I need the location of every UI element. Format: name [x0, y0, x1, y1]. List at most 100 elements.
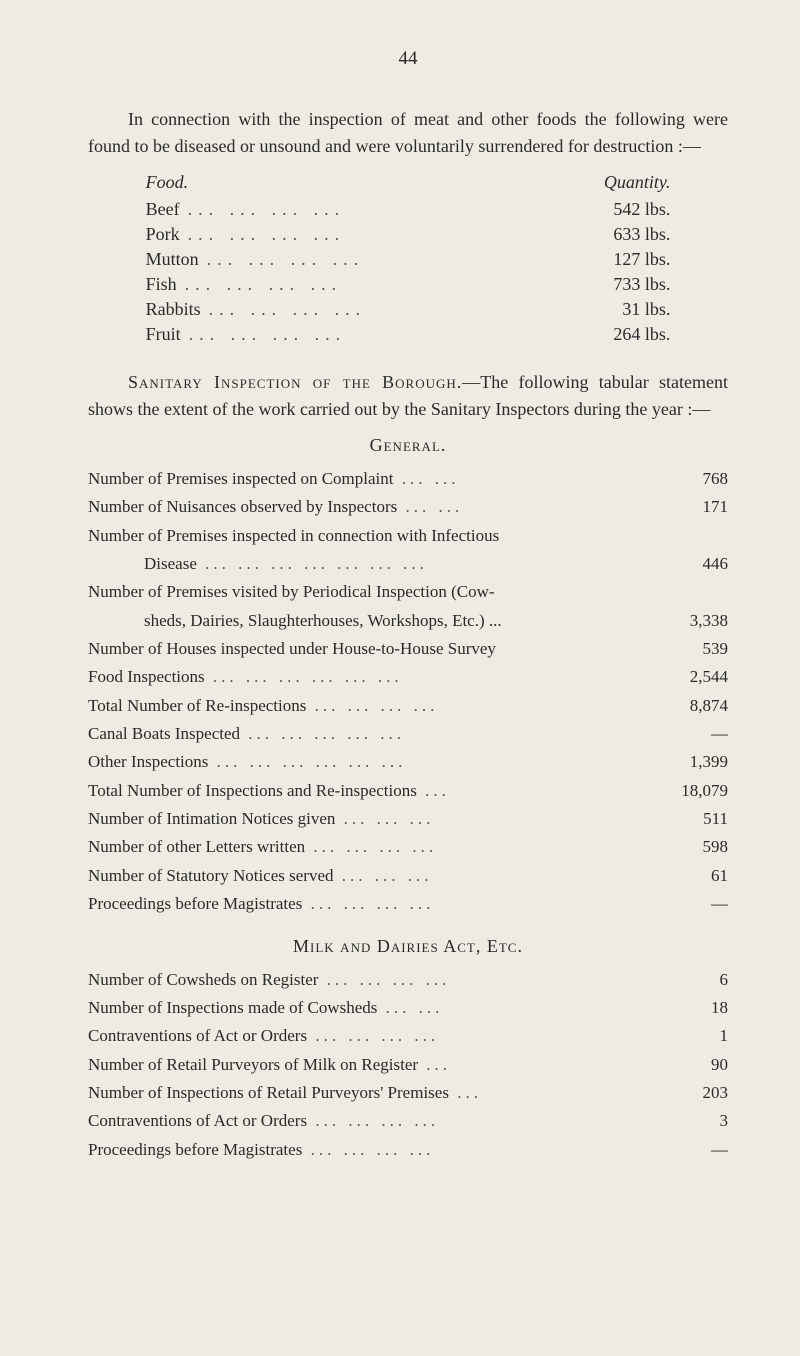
page-number: 44 [88, 48, 728, 70]
stat-trail: ... ... ... ... [306, 696, 438, 715]
food-rows-container: Beef... ... ... ...542 lbs.Pork... ... .… [146, 199, 671, 345]
food-name: Fish [146, 274, 177, 295]
stat-label: Total Number of Inspections and Re-inspe… [88, 778, 658, 804]
stat-label: Number of Houses inspected under House-t… [88, 636, 658, 662]
dots-fill: ... ... ... ... [181, 324, 571, 345]
stat-value: 203 [658, 1080, 728, 1106]
stat-row: Number of Cowsheds on Register ... ... .… [88, 967, 728, 993]
stat-trail: ... ... ... ... ... ... ... [197, 554, 428, 573]
stat-label: Contraventions of Act or Orders ... ... … [88, 1023, 658, 1049]
stat-value: 8,874 [658, 693, 728, 719]
stat-trail: ... ... ... ... [307, 1111, 439, 1130]
sanitary-lead: Sanitary Inspection of the Borough. [128, 372, 462, 392]
dots-fill: ... ... ... ... [201, 299, 571, 320]
food-name: Mutton [146, 249, 199, 270]
stat-row: Number of Retail Purveyors of Milk on Re… [88, 1052, 728, 1078]
food-row: Mutton... ... ... ...127 lbs. [146, 249, 671, 270]
stat-trail: ... ... [397, 497, 463, 516]
stat-trail: ... [417, 781, 450, 800]
food-row: Fruit... ... ... ...264 lbs. [146, 324, 671, 345]
stat-label: Food Inspections ... ... ... ... ... ... [88, 664, 658, 690]
stat-value: 3 [658, 1108, 728, 1134]
stat-row: Canal Boats Inspected ... ... ... ... ..… [88, 721, 728, 747]
stat-row: Total Number of Re-inspections ... ... .… [88, 693, 728, 719]
stat-value: 768 [658, 466, 728, 492]
stat-trail: ... ... ... ... [302, 894, 434, 913]
general-heading: General. [88, 435, 728, 456]
food-name: Fruit [146, 324, 181, 345]
food-row: Pork... ... ... ...633 lbs. [146, 224, 671, 245]
stat-value: 539 [658, 636, 728, 662]
stat-row: Number of Houses inspected under House-t… [88, 636, 728, 662]
stat-row: Total Number of Inspections and Re-inspe… [88, 778, 728, 804]
stat-value: — [658, 891, 728, 917]
stat-trail: ... ... ... ... ... [240, 724, 405, 743]
stat-value: 61 [658, 863, 728, 889]
stat-value: 171 [658, 494, 728, 520]
stat-label: Canal Boats Inspected ... ... ... ... ..… [88, 721, 658, 747]
stat-trail: ... ... ... [335, 809, 434, 828]
stat-value: 3,338 [658, 608, 728, 634]
food-row: Rabbits... ... ... ...31 lbs. [146, 299, 671, 320]
stat-label: Proceedings before Magistrates ... ... .… [88, 1137, 658, 1163]
sanitary-paragraph: Sanitary Inspection of the Borough.—The … [88, 369, 728, 423]
food-quantity: 31 lbs. [570, 299, 670, 320]
stat-row: Number of Premises inspected in connecti… [88, 523, 728, 549]
food-quantity: 633 lbs. [570, 224, 670, 245]
table-header-row: Food. Quantity. [146, 172, 671, 193]
stat-label: Proceedings before Magistrates ... ... .… [88, 891, 658, 917]
stat-label: Disease ... ... ... ... ... ... ... [88, 551, 658, 577]
food-quantity: 127 lbs. [570, 249, 670, 270]
stat-trail: ... ... [393, 469, 459, 488]
stat-row: Contraventions of Act or Orders ... ... … [88, 1108, 728, 1134]
stat-value: 6 [658, 967, 728, 993]
stat-trail: ... ... [377, 998, 443, 1017]
stat-value: 598 [658, 834, 728, 860]
food-quantity: 733 lbs. [570, 274, 670, 295]
stat-row: Number of Statutory Notices served ... .… [88, 863, 728, 889]
dots-fill: ... ... ... ... [199, 249, 571, 270]
stat-label: Number of Premises inspected in connecti… [88, 523, 658, 549]
stat-label: Number of Retail Purveyors of Milk on Re… [88, 1052, 658, 1078]
stat-value: 1 [658, 1023, 728, 1049]
stat-label: Contraventions of Act or Orders ... ... … [88, 1108, 658, 1134]
intro-paragraph: In connection with the inspection of mea… [88, 106, 728, 160]
food-name: Pork [146, 224, 180, 245]
stat-trail: ... ... ... ... [302, 1140, 434, 1159]
food-row: Fish... ... ... ...733 lbs. [146, 274, 671, 295]
stat-value: 18,079 [658, 778, 728, 804]
stat-row: Proceedings before Magistrates ... ... .… [88, 1137, 728, 1163]
stat-label: Number of Premises inspected on Complain… [88, 466, 658, 492]
milk-heading: Milk and Dairies Act, Etc. [88, 936, 728, 957]
food-name: Beef [146, 199, 180, 220]
stat-trail: ... ... ... ... ... ... [208, 752, 406, 771]
stat-trail: ... [449, 1083, 482, 1102]
stat-trail: ... ... ... ... ... ... [205, 667, 403, 686]
food-name: Rabbits [146, 299, 201, 320]
stat-value: 90 [658, 1052, 728, 1078]
stat-row: sheds, Dairies, Slaughterhouses, Worksho… [88, 608, 728, 634]
stat-label: Number of other Letters written ... ... … [88, 834, 658, 860]
stat-label: Total Number of Re-inspections ... ... .… [88, 693, 658, 719]
stat-trail: ... ... ... ... [305, 837, 437, 856]
stat-label: Number of Intimation Notices given ... .… [88, 806, 658, 832]
stat-row: Contraventions of Act or Orders ... ... … [88, 1023, 728, 1049]
stat-trail: ... ... ... ... [307, 1026, 439, 1045]
general-stats-container: Number of Premises inspected on Complain… [88, 466, 728, 918]
stat-row: Food Inspections ... ... ... ... ... ...… [88, 664, 728, 690]
dots-fill: ... ... ... ... [177, 274, 571, 295]
stat-label: Number of Cowsheds on Register ... ... .… [88, 967, 658, 993]
stat-value: 511 [658, 806, 728, 832]
food-quantity: 264 lbs. [570, 324, 670, 345]
stat-label: sheds, Dairies, Slaughterhouses, Worksho… [88, 608, 658, 634]
stat-row: Number of Premises inspected on Complain… [88, 466, 728, 492]
page-container: 44 In connection with the inspection of … [0, 0, 800, 1356]
stat-row: Number of Inspections made of Cowsheds .… [88, 995, 728, 1021]
dots-fill: ... ... ... ... [180, 199, 571, 220]
stat-row: Number of Nuisances observed by Inspecto… [88, 494, 728, 520]
stat-row: Number of Intimation Notices given ... .… [88, 806, 728, 832]
stat-value: — [658, 1137, 728, 1163]
food-quantity: 542 lbs. [570, 199, 670, 220]
stat-label: Other Inspections ... ... ... ... ... ..… [88, 749, 658, 775]
stat-row: Other Inspections ... ... ... ... ... ..… [88, 749, 728, 775]
